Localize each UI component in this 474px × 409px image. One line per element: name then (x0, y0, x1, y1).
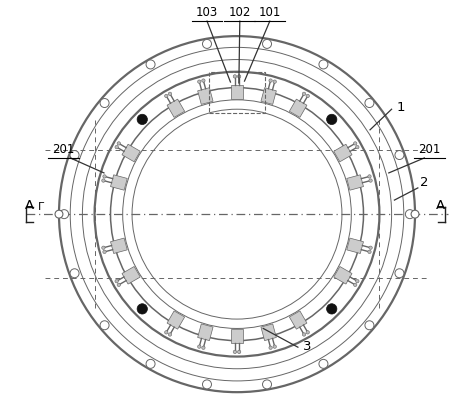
Text: 3: 3 (302, 340, 311, 353)
Circle shape (117, 142, 120, 145)
Text: 201: 201 (53, 143, 75, 156)
Polygon shape (261, 324, 276, 341)
Polygon shape (122, 144, 140, 162)
Circle shape (354, 142, 357, 145)
Polygon shape (122, 267, 140, 284)
Circle shape (198, 345, 201, 348)
Circle shape (302, 333, 306, 336)
Text: 2: 2 (419, 176, 428, 189)
Circle shape (103, 175, 106, 178)
Polygon shape (261, 88, 276, 104)
Circle shape (103, 250, 106, 254)
Circle shape (411, 210, 419, 218)
Circle shape (273, 80, 276, 83)
Circle shape (55, 210, 63, 218)
Text: 201: 201 (418, 143, 440, 156)
Circle shape (164, 94, 168, 98)
Circle shape (263, 380, 272, 389)
Circle shape (233, 350, 237, 353)
Circle shape (368, 250, 371, 254)
Circle shape (269, 79, 272, 82)
Circle shape (306, 330, 310, 334)
Polygon shape (198, 324, 213, 341)
Circle shape (137, 114, 147, 125)
Circle shape (306, 94, 310, 98)
Circle shape (137, 304, 147, 314)
Circle shape (102, 179, 105, 182)
Circle shape (115, 279, 118, 283)
Polygon shape (289, 99, 307, 117)
Circle shape (354, 283, 357, 287)
Circle shape (164, 330, 168, 334)
Polygon shape (289, 311, 307, 329)
Text: 102: 102 (228, 6, 251, 19)
Circle shape (327, 304, 337, 314)
Circle shape (356, 279, 359, 283)
Polygon shape (110, 175, 127, 190)
Polygon shape (110, 238, 127, 254)
Text: 101: 101 (259, 6, 281, 19)
Circle shape (237, 350, 241, 353)
Circle shape (369, 179, 372, 182)
Polygon shape (334, 267, 352, 284)
Text: 1: 1 (396, 101, 405, 114)
Circle shape (319, 360, 328, 369)
Circle shape (202, 39, 211, 48)
Circle shape (365, 321, 374, 330)
Circle shape (146, 60, 155, 69)
Circle shape (356, 146, 359, 149)
Circle shape (202, 79, 205, 82)
Polygon shape (198, 88, 213, 104)
Circle shape (405, 210, 414, 219)
Circle shape (168, 92, 172, 95)
Circle shape (368, 175, 371, 178)
Circle shape (302, 92, 306, 95)
Circle shape (369, 246, 372, 249)
Polygon shape (231, 329, 243, 344)
Circle shape (115, 146, 118, 149)
Circle shape (202, 346, 205, 349)
Text: Γ: Γ (38, 202, 44, 212)
Circle shape (100, 321, 109, 330)
Text: A: A (25, 199, 34, 212)
Circle shape (70, 151, 79, 160)
Circle shape (319, 60, 328, 69)
Text: 103: 103 (196, 6, 218, 19)
Circle shape (168, 333, 172, 336)
Polygon shape (167, 311, 185, 329)
Circle shape (269, 346, 272, 349)
Circle shape (198, 80, 201, 83)
Text: A: A (436, 199, 445, 212)
Polygon shape (231, 85, 243, 99)
Circle shape (327, 114, 337, 125)
Circle shape (117, 283, 120, 287)
Polygon shape (347, 175, 364, 190)
Circle shape (70, 269, 79, 278)
Circle shape (100, 99, 109, 108)
Bar (209, 72, 265, 113)
Circle shape (273, 345, 276, 348)
Polygon shape (167, 99, 185, 117)
Circle shape (202, 380, 211, 389)
Polygon shape (334, 144, 352, 162)
Circle shape (102, 246, 105, 249)
Circle shape (263, 39, 272, 48)
Circle shape (237, 75, 241, 78)
Circle shape (60, 210, 69, 219)
Circle shape (365, 99, 374, 108)
Circle shape (395, 269, 404, 278)
Circle shape (395, 151, 404, 160)
Circle shape (233, 75, 237, 78)
Circle shape (146, 360, 155, 369)
Polygon shape (347, 238, 364, 254)
